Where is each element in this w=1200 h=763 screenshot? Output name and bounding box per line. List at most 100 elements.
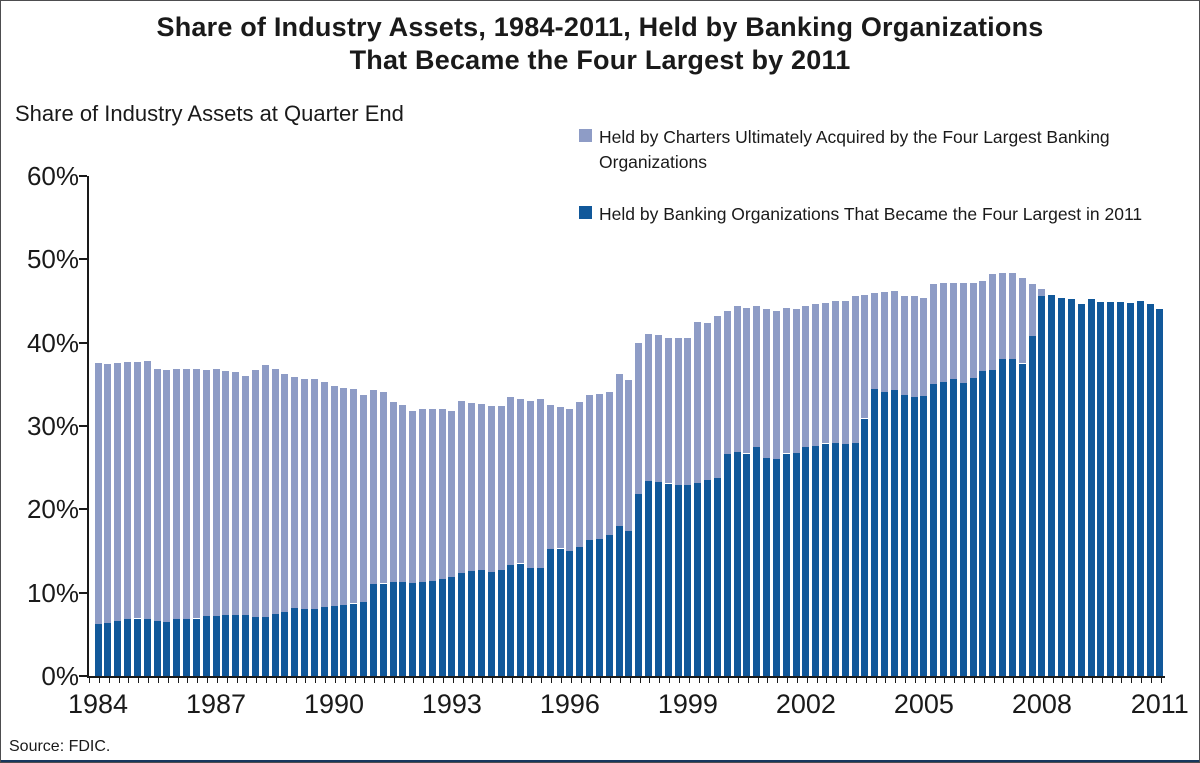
x-axis-tick xyxy=(236,678,238,683)
bar-segment-acquired-charters xyxy=(389,401,397,582)
x-axis-label: 1996 xyxy=(539,689,600,719)
y-axis-label: 40% xyxy=(26,327,79,358)
bar-segment-four-largest xyxy=(360,601,367,676)
bar-segment-four-largest xyxy=(536,567,544,676)
bar-segment-four-largest xyxy=(477,570,485,676)
chart-title-line1: Share of Industry Assets, 1984-2011, Hel… xyxy=(156,12,1044,42)
bar-segment-acquired-charters xyxy=(192,369,200,619)
bar-segment-four-largest xyxy=(114,621,122,676)
x-axis-tick xyxy=(246,678,248,683)
bar-segment-four-largest xyxy=(635,494,643,676)
bar-segment-acquired-charters xyxy=(733,306,741,452)
bar-segment-four-largest xyxy=(586,540,594,676)
bar-segment-four-largest xyxy=(487,571,495,676)
bar-segment-acquired-charters xyxy=(232,371,240,616)
x-axis-tick xyxy=(1111,678,1113,683)
x-axis-tick xyxy=(895,678,897,683)
bar-segment-four-largest xyxy=(812,446,820,676)
bar-segment-acquired-charters xyxy=(595,393,603,539)
bar-segment-four-largest xyxy=(369,584,377,676)
x-axis-tick xyxy=(256,678,258,683)
bar-segment-four-largest xyxy=(399,581,407,676)
bar-segment-four-largest xyxy=(527,567,535,676)
x-axis-tick xyxy=(806,678,808,683)
x-axis-tick xyxy=(1082,678,1083,683)
bar-segment-four-largest xyxy=(772,458,780,676)
bar-segment-acquired-charters xyxy=(212,368,220,616)
x-axis-tick xyxy=(885,678,887,683)
bar-segment-acquired-charters xyxy=(713,316,721,478)
x-axis-tick xyxy=(649,678,651,683)
x-axis-tick xyxy=(1141,678,1142,683)
x-axis-tick xyxy=(993,678,995,683)
bar-segment-four-largest xyxy=(822,443,830,676)
bar-segment-acquired-charters xyxy=(94,362,102,625)
x-axis-tick xyxy=(816,678,818,683)
y-axis-label: 60% xyxy=(26,161,79,191)
y-axis-line xyxy=(87,176,89,678)
bar-segment-four-largest xyxy=(507,565,515,676)
bar-segment-acquired-charters xyxy=(792,309,800,453)
x-axis-tick xyxy=(826,678,828,683)
y-axis-label: 50% xyxy=(26,244,79,275)
bar-segment-acquired-charters xyxy=(704,322,712,481)
x-axis-label: 2008 xyxy=(1011,689,1072,719)
bar-segment-four-largest xyxy=(448,576,456,676)
x-axis-tick xyxy=(482,678,484,683)
bar-segment-four-largest xyxy=(409,582,417,676)
y-axis-tick xyxy=(79,508,87,511)
bar-segment-four-largest xyxy=(900,395,908,676)
bar-segment-acquired-charters xyxy=(104,364,112,623)
x-axis-tick xyxy=(983,678,985,683)
bar-segment-acquired-charters xyxy=(163,370,171,622)
bar-segment-acquired-charters xyxy=(1028,284,1036,336)
bar-segment-acquired-charters xyxy=(350,389,358,604)
bar-segment-acquired-charters xyxy=(124,361,131,620)
bar-segment-four-largest xyxy=(674,485,682,676)
y-axis-tick xyxy=(79,258,87,261)
bar-segment-acquired-charters xyxy=(114,362,122,621)
legend-label-four-largest: Held by Banking Organizations That Becam… xyxy=(599,203,1143,224)
bar-segment-four-largest xyxy=(271,614,279,676)
legend-item-acquired-charters: Held by Charters Ultimately Acquired by … xyxy=(579,125,1187,176)
x-axis-tick xyxy=(177,678,179,683)
bar-segment-four-largest xyxy=(1136,301,1144,676)
bar-segment-four-largest xyxy=(940,381,947,676)
bar-segment-acquired-charters xyxy=(183,368,190,619)
bar-segment-acquired-charters xyxy=(133,361,141,619)
x-axis-tick xyxy=(501,678,503,683)
x-axis-tick xyxy=(433,678,435,683)
bar-segment-acquired-charters xyxy=(458,401,466,573)
y-axis-tick xyxy=(79,591,87,594)
bar-segment-four-largest xyxy=(1077,304,1085,676)
bar-segment-acquired-charters xyxy=(153,369,161,621)
bar-segment-four-largest xyxy=(1087,298,1095,676)
x-axis-tick xyxy=(1121,678,1123,683)
x-axis-tick xyxy=(846,678,847,683)
bar-segment-acquired-charters xyxy=(900,296,908,396)
y-axis-tick xyxy=(79,341,87,344)
bar-segment-acquired-charters xyxy=(831,301,839,443)
bar-segment-four-largest xyxy=(1126,302,1134,676)
bar-segment-acquired-charters xyxy=(281,374,289,612)
x-axis-tick xyxy=(747,678,749,683)
bar-segment-four-largest xyxy=(566,551,574,676)
x-axis-label: 1987 xyxy=(185,689,247,719)
bar-segment-acquired-charters xyxy=(605,391,613,536)
bar-segment-acquired-charters xyxy=(271,369,279,615)
bar-segment-acquired-charters xyxy=(635,342,643,495)
x-axis-tick xyxy=(619,678,621,683)
x-axis-tick xyxy=(462,678,464,683)
x-axis-tick xyxy=(452,678,454,683)
bar-segment-four-largest xyxy=(851,442,859,676)
chart-title-line2: That Became the Four Largest by 2011 xyxy=(349,44,851,75)
bar-segment-four-largest xyxy=(320,606,328,676)
bar-segment-acquired-charters xyxy=(871,292,879,390)
bar-segment-acquired-charters xyxy=(743,307,751,454)
x-axis-tick xyxy=(374,678,376,683)
x-axis-tick xyxy=(954,678,956,683)
bar-segment-acquired-charters xyxy=(861,295,869,419)
x-axis-tick xyxy=(1091,678,1093,683)
bar-segment-four-largest xyxy=(242,615,249,676)
bar-segment-four-largest xyxy=(173,619,181,676)
